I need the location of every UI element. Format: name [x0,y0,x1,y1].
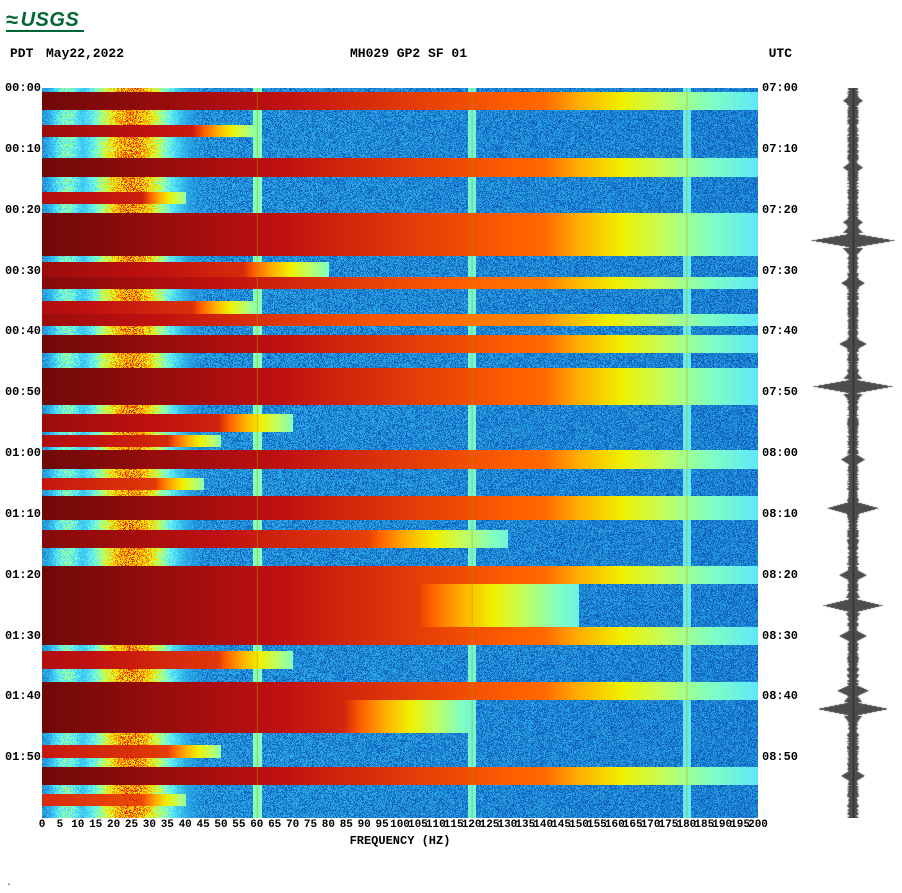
y-right-tick: 07:00 [762,81,806,95]
footer-mark: . [6,878,12,889]
waveform-panel [810,88,896,818]
x-tick: 65 [268,819,281,831]
y-right-tick: 08:40 [762,689,806,703]
y-left-tick: 01:20 [3,568,41,582]
x-tick: 95 [375,819,388,831]
x-tick: 190 [712,819,732,831]
x-tick: 20 [107,819,120,831]
header-left-tz: PDT [10,46,33,61]
spectrogram-plot [42,88,758,818]
x-tick: 0 [39,819,46,831]
x-axis-title: FREQUENCY (HZ) [42,834,758,848]
x-tick: 75 [304,819,317,831]
y-right-tick: 08:00 [762,446,806,460]
x-tick: 60 [250,819,263,831]
x-tick: 180 [676,819,696,831]
x-tick: 195 [730,819,750,831]
x-tick: 155 [587,819,607,831]
y-right-tick: 07:40 [762,324,806,338]
y-right-tick: 07:10 [762,142,806,156]
y-left-tick: 01:10 [3,507,41,521]
y-right-tick: 08:20 [762,568,806,582]
y-right-tick: 07:50 [762,385,806,399]
y-right-tick: 07:20 [762,203,806,217]
header-station: MH029 GP2 SF 01 [350,46,467,61]
x-tick: 170 [641,819,661,831]
x-tick: 50 [214,819,227,831]
header-date: May22,2022 [46,46,124,61]
y-left-tick: 00:30 [3,264,41,278]
x-tick: 30 [143,819,156,831]
usgs-logo: USGS [6,6,84,32]
header-right-tz: UTC [769,46,792,61]
x-tick: 45 [196,819,209,831]
x-tick: 110 [426,819,446,831]
x-tick: 85 [340,819,353,831]
x-tick: 145 [551,819,571,831]
x-tick: 10 [71,819,84,831]
y-left-tick: 00:20 [3,203,41,217]
x-tick: 15 [89,819,102,831]
x-tick: 185 [694,819,714,831]
x-tick: 90 [358,819,371,831]
x-tick: 5 [57,819,64,831]
y-left-tick: 01:50 [3,750,41,764]
spectrogram-canvas [42,88,758,818]
y-left-tick: 00:40 [3,324,41,338]
y-left-tick: 01:00 [3,446,41,460]
x-tick: 40 [179,819,192,831]
x-tick: 175 [659,819,679,831]
x-tick: 135 [515,819,535,831]
x-tick: 150 [569,819,589,831]
x-tick: 55 [232,819,245,831]
y-right-tick: 08:10 [762,507,806,521]
x-tick: 125 [480,819,500,831]
x-tick: 35 [161,819,174,831]
y-right-tick: 07:30 [762,264,806,278]
y-left-tick: 00:50 [3,385,41,399]
y-left-tick: 01:40 [3,689,41,703]
x-tick: 100 [390,819,410,831]
y-left-tick: 01:30 [3,629,41,643]
x-tick: 80 [322,819,335,831]
x-tick: 105 [408,819,428,831]
y-right-tick: 08:50 [762,750,806,764]
x-tick: 160 [605,819,625,831]
x-tick: 70 [286,819,299,831]
y-right-tick: 08:30 [762,629,806,643]
y-left-tick: 00:00 [3,81,41,95]
x-tick: 165 [623,819,643,831]
x-tick: 140 [533,819,553,831]
x-tick: 25 [125,819,138,831]
x-tick: 120 [462,819,482,831]
y-left-tick: 00:10 [3,142,41,156]
x-tick: 115 [444,819,464,831]
x-tick: 130 [497,819,517,831]
x-tick: 200 [748,819,768,831]
